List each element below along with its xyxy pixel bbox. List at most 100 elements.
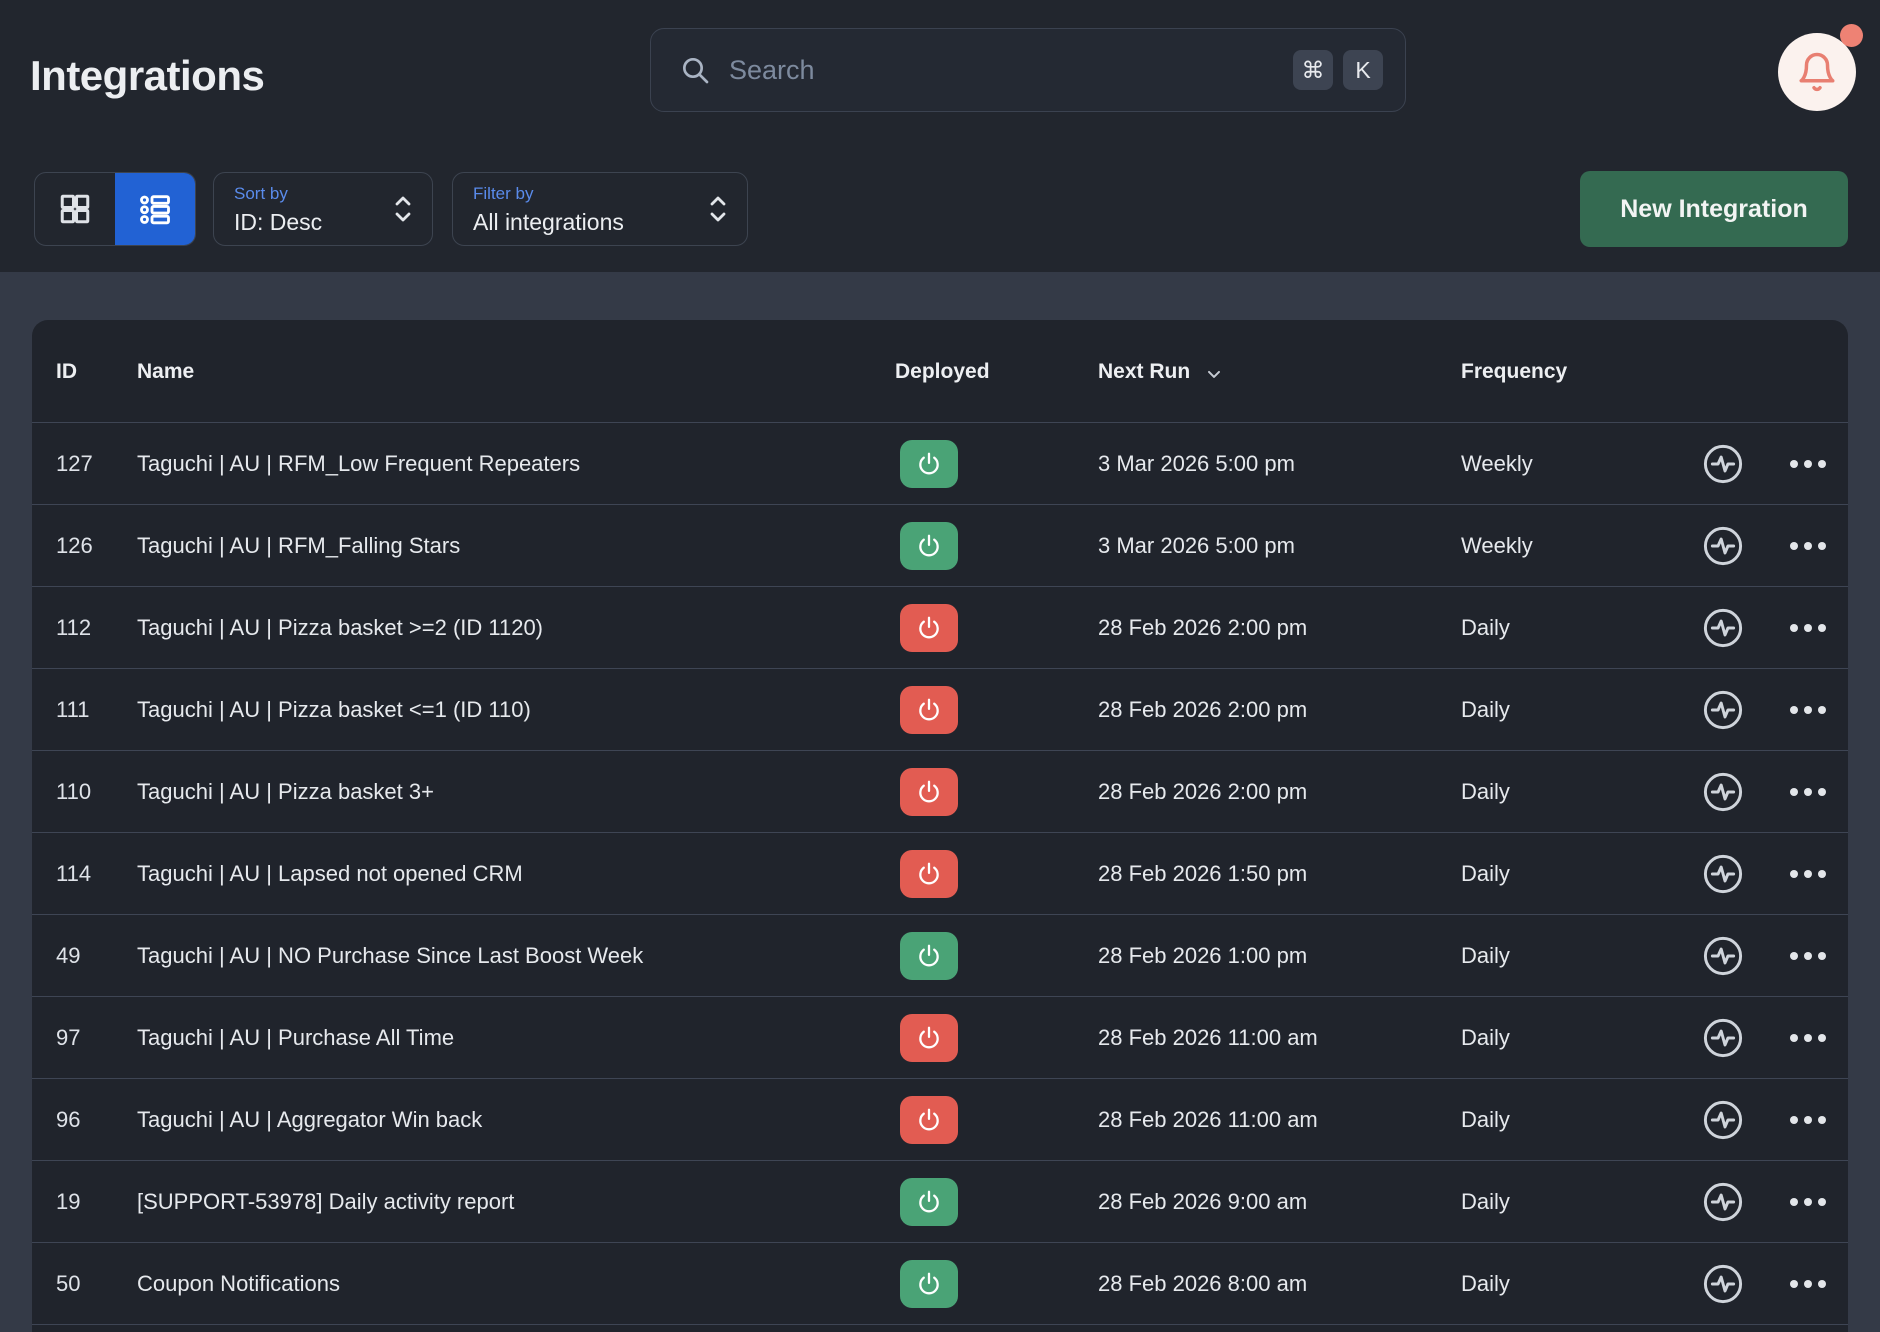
table-row[interactable]: 127 Taguchi | AU | RFM_Low Frequent Repe…: [32, 423, 1848, 505]
deployed-toggle[interactable]: [900, 768, 958, 816]
sort-dropdown[interactable]: Sort by ID: Desc: [213, 172, 433, 246]
activity-log-button[interactable]: [1701, 606, 1745, 650]
table-row[interactable]: 19 [SUPPORT-53978] Daily activity report…: [32, 1161, 1848, 1243]
table-row[interactable]: 97 Taguchi | AU | Purchase All Time 28 F…: [32, 997, 1848, 1079]
cmd-key-chip: ⌘: [1293, 50, 1333, 90]
deployed-toggle[interactable]: [900, 850, 958, 898]
row-next-run: 28 Feb 2026 8:00 am: [1098, 1271, 1307, 1297]
sort-label: Sort by: [234, 184, 414, 204]
k-key-chip: K: [1343, 50, 1383, 90]
row-id: 114: [56, 861, 91, 887]
bell-icon: [1796, 51, 1838, 93]
sort-chevron-down-icon: [1204, 364, 1224, 384]
row-name: Coupon Notifications: [137, 1271, 340, 1297]
search-input[interactable]: [729, 55, 1283, 86]
row-id: 127: [56, 451, 93, 477]
row-next-run: 28 Feb 2026 2:00 pm: [1098, 697, 1307, 723]
activity-pulse-icon: [1701, 852, 1745, 896]
row-more-menu-button[interactable]: [1785, 695, 1831, 725]
row-name: Taguchi | AU | RFM_Falling Stars: [137, 533, 460, 559]
row-more-menu-button[interactable]: [1785, 1105, 1831, 1135]
power-icon: [916, 697, 942, 723]
row-more-menu-button[interactable]: [1785, 613, 1831, 643]
deployed-toggle[interactable]: [900, 1096, 958, 1144]
deployed-toggle[interactable]: [900, 522, 958, 570]
row-name: Taguchi | AU | RFM_Low Frequent Repeater…: [137, 451, 580, 477]
table-row[interactable]: 112 Taguchi | AU | Pizza basket >=2 (ID …: [32, 587, 1848, 669]
deployed-toggle[interactable]: [900, 1260, 958, 1308]
deployed-toggle[interactable]: [900, 440, 958, 488]
row-frequency: Daily: [1461, 1271, 1510, 1297]
column-header-next-run[interactable]: Next Run: [1098, 320, 1224, 423]
row-more-menu-button[interactable]: [1785, 941, 1831, 971]
updown-chevron-icon: [705, 192, 731, 226]
row-id: 126: [56, 533, 93, 559]
row-id: 110: [56, 779, 91, 805]
row-frequency: Daily: [1461, 1107, 1510, 1133]
row-frequency: Daily: [1461, 1189, 1510, 1215]
deployed-toggle[interactable]: [900, 604, 958, 652]
table-row[interactable]: 111 Taguchi | AU | Pizza basket <=1 (ID …: [32, 669, 1848, 751]
row-more-menu-button[interactable]: [1785, 859, 1831, 889]
activity-log-button[interactable]: [1701, 1262, 1745, 1306]
row-more-menu-button[interactable]: [1785, 1269, 1831, 1299]
row-frequency: Weekly: [1461, 533, 1533, 559]
activity-log-button[interactable]: [1701, 1180, 1745, 1224]
column-header-next-run-label: Next Run: [1098, 360, 1190, 384]
activity-log-button[interactable]: [1701, 770, 1745, 814]
row-next-run: 3 Mar 2026 5:00 pm: [1098, 451, 1295, 477]
row-more-menu-button[interactable]: [1785, 1023, 1831, 1053]
row-frequency: Daily: [1461, 861, 1510, 887]
row-more-menu-button[interactable]: [1785, 531, 1831, 561]
list-view-button[interactable]: [115, 173, 195, 245]
ellipsis-icon: [1790, 624, 1798, 632]
table-row[interactable]: 110 Taguchi | AU | Pizza basket 3+ 28 Fe…: [32, 751, 1848, 833]
power-icon: [916, 1189, 942, 1215]
row-more-menu-button[interactable]: [1785, 449, 1831, 479]
row-name: Taguchi | AU | Aggregator Win back: [137, 1107, 482, 1133]
activity-log-button[interactable]: [1701, 852, 1745, 896]
row-id: 19: [56, 1189, 80, 1215]
activity-log-button[interactable]: [1701, 442, 1745, 486]
ellipsis-icon: [1790, 542, 1798, 550]
filter-dropdown[interactable]: Filter by All integrations: [452, 172, 748, 246]
power-icon: [916, 451, 942, 477]
power-icon: [916, 779, 942, 805]
row-id: 50: [56, 1271, 80, 1297]
activity-log-button[interactable]: [1701, 524, 1745, 568]
row-next-run: 28 Feb 2026 1:00 pm: [1098, 943, 1307, 969]
activity-log-button[interactable]: [1701, 688, 1745, 732]
row-frequency: Daily: [1461, 615, 1510, 641]
row-more-menu-button[interactable]: [1785, 777, 1831, 807]
deployed-toggle[interactable]: [900, 686, 958, 734]
row-id: 49: [56, 943, 80, 969]
power-icon: [916, 943, 942, 969]
sort-value: ID: Desc: [234, 209, 414, 236]
search-box[interactable]: ⌘ K: [650, 28, 1406, 112]
activity-log-button[interactable]: [1701, 1098, 1745, 1142]
activity-pulse-icon: [1701, 688, 1745, 732]
notification-badge: [1840, 24, 1863, 47]
deployed-toggle[interactable]: [900, 1178, 958, 1226]
table-row[interactable]: 126 Taguchi | AU | RFM_Falling Stars 3 M…: [32, 505, 1848, 587]
grid-view-button[interactable]: [35, 173, 115, 245]
new-integration-button[interactable]: New Integration: [1580, 171, 1848, 247]
row-more-menu-button[interactable]: [1785, 1187, 1831, 1217]
ellipsis-icon: [1790, 870, 1798, 878]
ellipsis-icon: [1790, 1034, 1798, 1042]
column-header-frequency: Frequency: [1461, 320, 1567, 423]
activity-log-button[interactable]: [1701, 934, 1745, 978]
row-next-run: 28 Feb 2026 2:00 pm: [1098, 779, 1307, 805]
table-row[interactable]: 49 Taguchi | AU | NO Purchase Since Last…: [32, 915, 1848, 997]
row-next-run: 28 Feb 2026 11:00 am: [1098, 1025, 1318, 1051]
table-row[interactable]: 50 Coupon Notifications 28 Feb 2026 8:00…: [32, 1243, 1848, 1325]
table-row[interactable]: 114 Taguchi | AU | Lapsed not opened CRM…: [32, 833, 1848, 915]
activity-pulse-icon: [1701, 1016, 1745, 1060]
page-title: Integrations: [30, 52, 264, 100]
activity-log-button[interactable]: [1701, 1016, 1745, 1060]
ellipsis-icon: [1790, 788, 1798, 796]
activity-pulse-icon: [1701, 1262, 1745, 1306]
deployed-toggle[interactable]: [900, 1014, 958, 1062]
deployed-toggle[interactable]: [900, 932, 958, 980]
table-row[interactable]: 96 Taguchi | AU | Aggregator Win back 28…: [32, 1079, 1848, 1161]
